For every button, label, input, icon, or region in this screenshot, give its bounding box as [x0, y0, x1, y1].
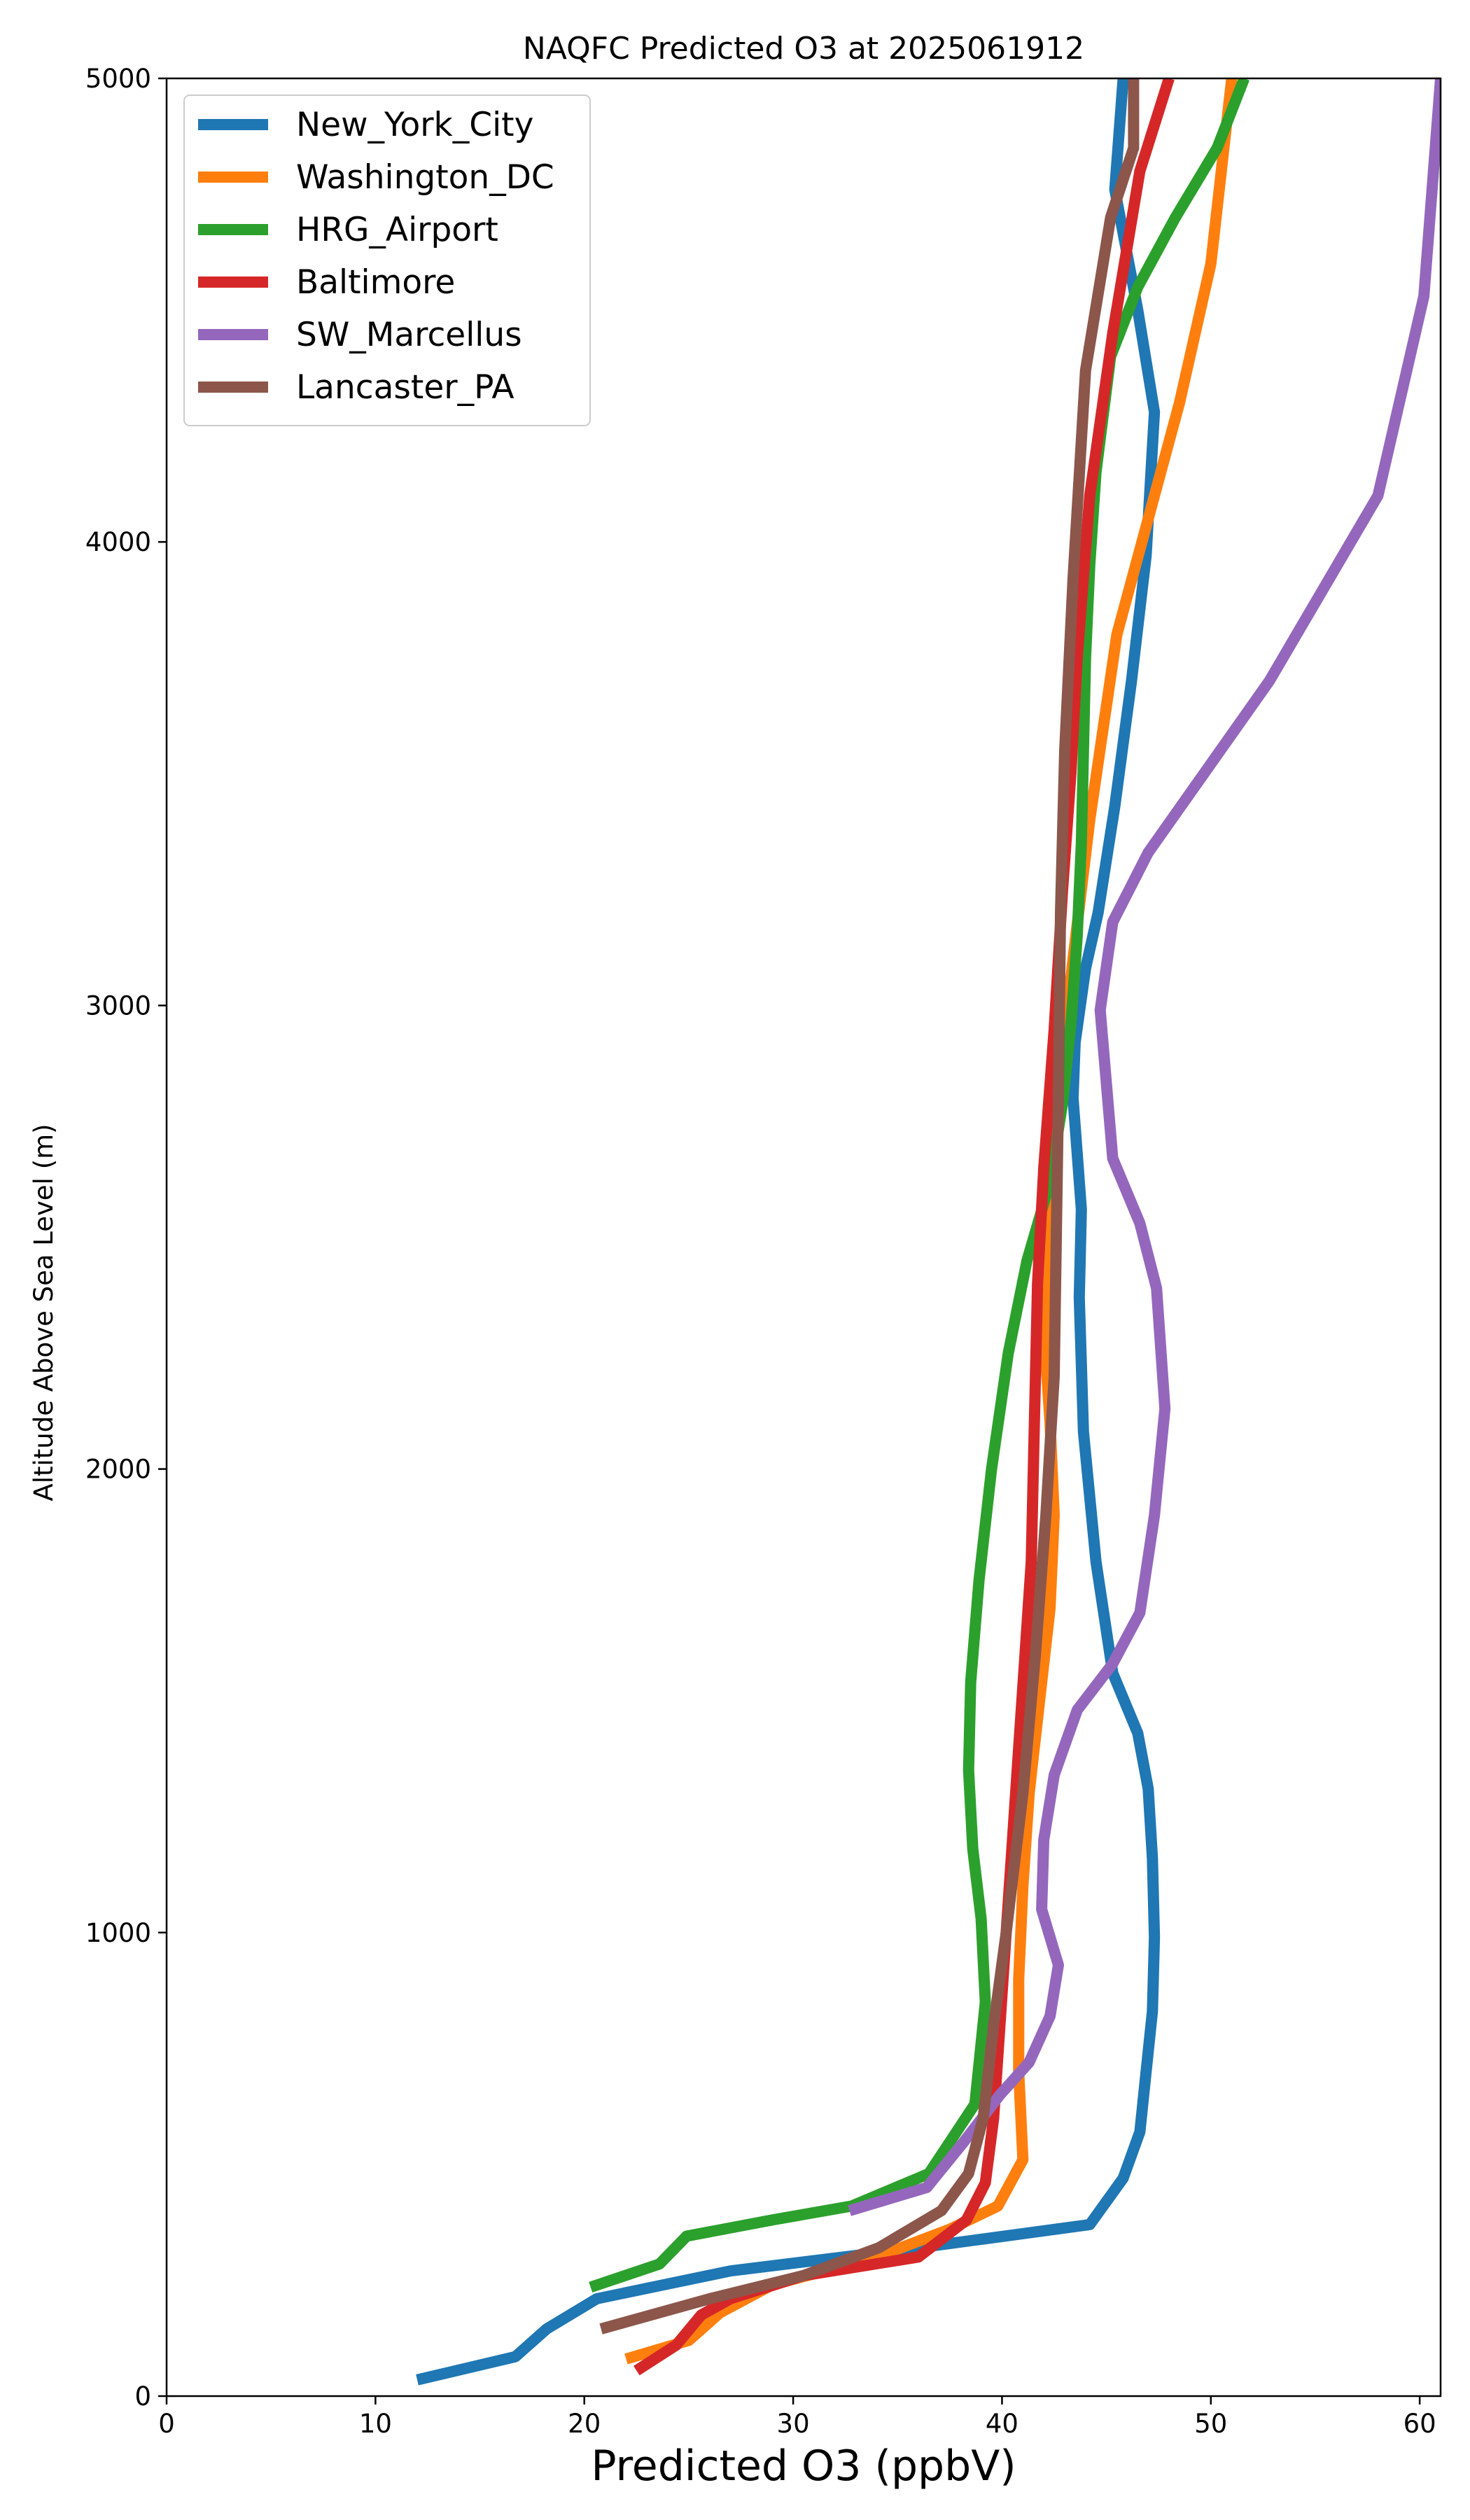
- series-group: [416, 78, 1441, 2386]
- y-tick-label: 1000: [85, 1918, 151, 1948]
- legend-label: Baltimore: [296, 263, 455, 302]
- axes-frame: [165, 77, 1442, 2398]
- x-tick-label: 50: [1194, 2409, 1227, 2439]
- chart-title: NAQFC Predicted O3 at 2025061912: [523, 31, 1084, 66]
- legend-label: Washington_DC: [296, 158, 554, 197]
- x-tick-label: 60: [1404, 2409, 1436, 2439]
- series-line-new-york-city: [416, 78, 1161, 2386]
- y-tick-label: 2000: [85, 1455, 151, 1485]
- x-tick-label: 30: [777, 2409, 810, 2439]
- y-tick-label: 3000: [85, 990, 151, 1021]
- y-tick-label: 0: [134, 2381, 151, 2412]
- legend-box: [183, 94, 591, 426]
- x-tick-label: 40: [986, 2409, 1018, 2439]
- legend-label: SW_Marcellus: [296, 316, 522, 354]
- x-tick-label: 10: [359, 2409, 392, 2439]
- legend-label: HRG_Airport: [296, 211, 498, 249]
- y-tick-label: 4000: [85, 527, 151, 557]
- x-tick-label: 20: [568, 2409, 601, 2439]
- series-line-washington-dc: [624, 78, 1238, 2365]
- x-tick-label: 0: [158, 2409, 175, 2439]
- axes: 0 10 20 30 40 50 60 0 1000 2000 3000 4000 5000: [85, 64, 1442, 2439]
- y-axis-label: Altitude Above Sea Level (m): [29, 1124, 59, 1501]
- legend-label: Lancaster_PA: [296, 368, 514, 407]
- y-tick-label: 5000: [85, 64, 151, 94]
- series-line-baltimore: [633, 78, 1175, 2376]
- x-axis-label: Predicted O3 (ppbV): [591, 2442, 1016, 2491]
- series-line-lancaster-pa: [599, 78, 1140, 2334]
- legend-label: New_York_City: [296, 106, 533, 144]
- plot-area: [416, 78, 1441, 2386]
- series-line-sw-marcellus: [848, 78, 1441, 2216]
- legend: New_York_City Washington_DC HRG_Airport Bal…: [183, 94, 591, 426]
